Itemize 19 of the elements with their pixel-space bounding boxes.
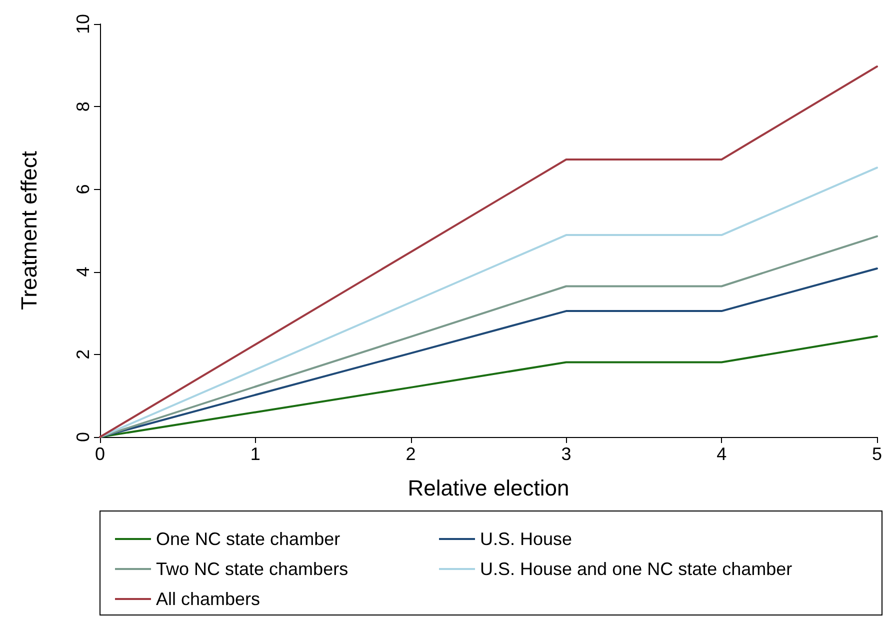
- y-tick-label: 10: [73, 14, 93, 34]
- x-tick-label: 2: [406, 444, 416, 464]
- x-tick-label: 1: [250, 444, 260, 464]
- x-axis-title: Relative election: [408, 476, 570, 500]
- x-tick-label: 4: [716, 444, 727, 464]
- legend-label: U.S. House and one NC state chamber: [480, 559, 792, 579]
- legend-label: All chambers: [156, 589, 260, 609]
- y-tick-label: 0: [73, 432, 93, 442]
- legend-label: One NC state chamber: [156, 529, 340, 549]
- x-tick-label: 3: [561, 444, 572, 464]
- x-tick-label: 0: [94, 444, 106, 464]
- y-tick-label: 8: [73, 102, 93, 112]
- y-axis-title: Treatment effect: [16, 151, 42, 310]
- y-tick-label: 6: [73, 184, 93, 194]
- legend-label: Two NC state chambers: [156, 559, 348, 579]
- y-tick-label: 2: [73, 349, 93, 360]
- legend-label: U.S. House: [480, 529, 572, 549]
- x-tick-label: 5: [872, 444, 882, 464]
- y-tick-label: 4: [73, 266, 93, 277]
